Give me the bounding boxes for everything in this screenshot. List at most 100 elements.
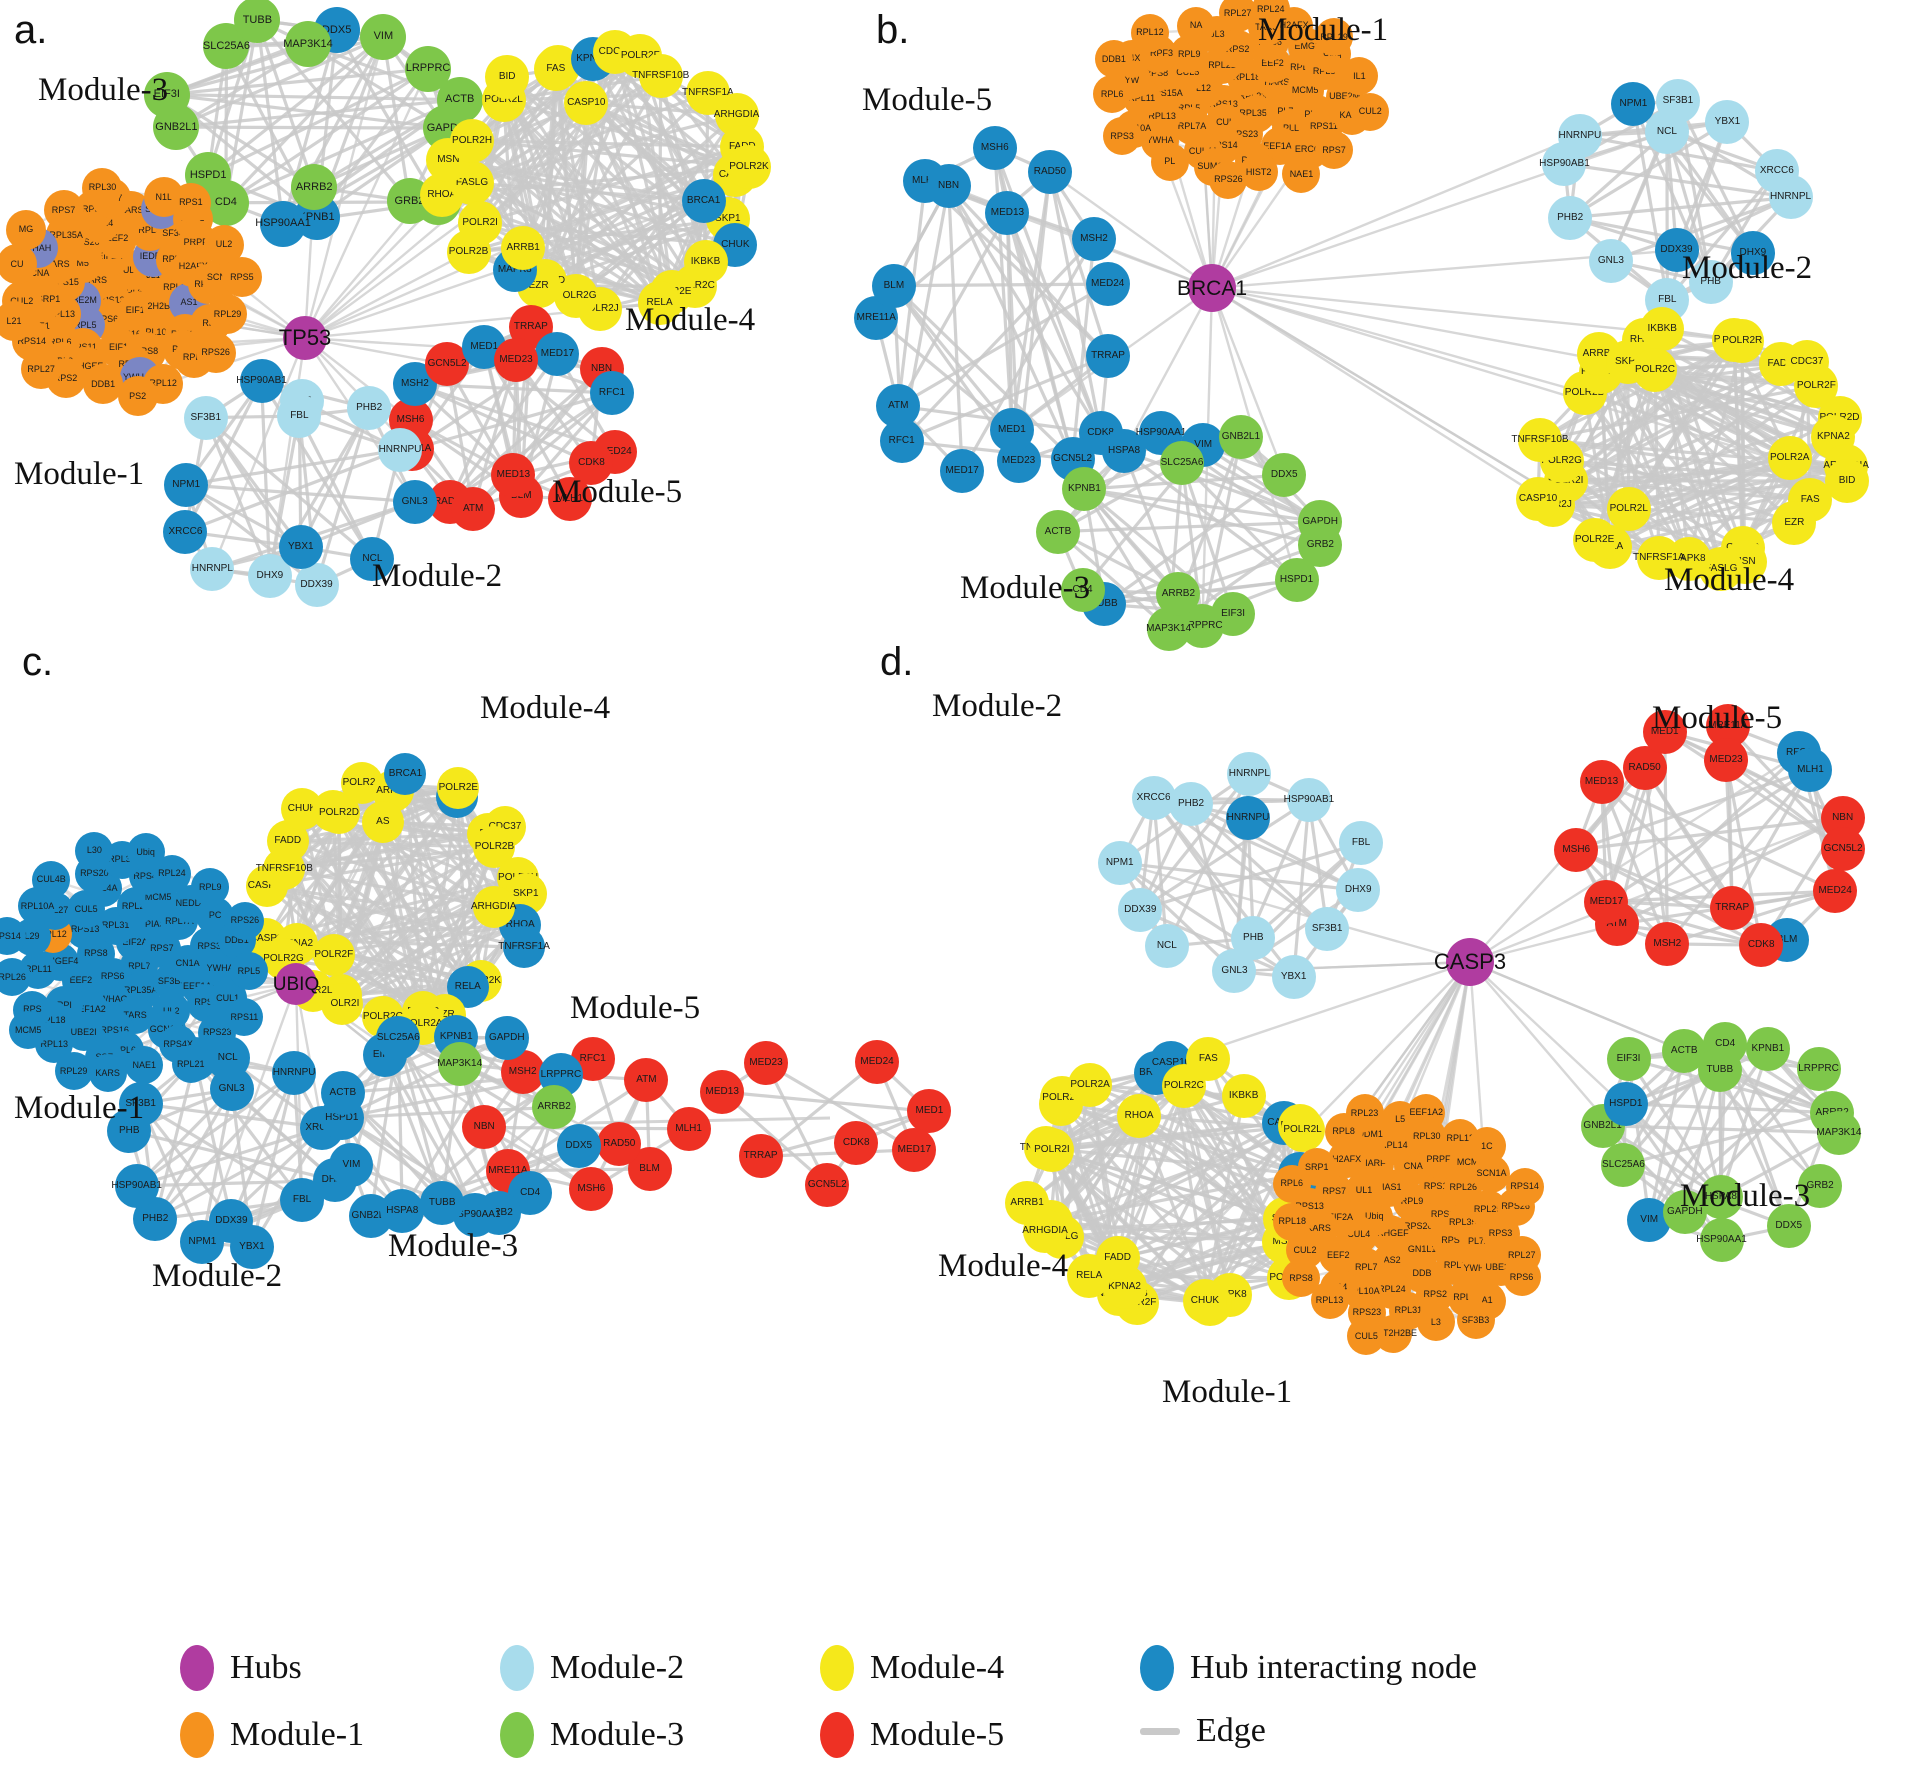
gene-node-cul4b[interactable]: CUL4B [32,860,71,899]
gene-node-l3[interactable]: L3 [1416,1303,1455,1342]
gene-node-rpl12[interactable]: RPL12 [1130,13,1169,52]
gene-node-rps1[interactable]: RPS1 [170,182,211,223]
gene-node-il1[interactable]: IL1 [1340,57,1379,96]
gene-node-gcn5l2[interactable]: GCN5L2 [1821,826,1866,871]
gene-node-hsp90aa1[interactable]: HSP90AA1 [255,200,311,247]
gene-node-fbl[interactable]: FBL [1339,821,1384,866]
gene-node-rps26[interactable]: RPS26 [1209,160,1248,199]
gene-node-hsp90ab1[interactable]: HSP90AB1 [236,359,287,404]
gene-node-map3k14[interactable]: MAP3K14 [437,1041,482,1086]
gene-node-rad50[interactable]: RAD50 [597,1121,642,1166]
gene-node-map3k14[interactable]: MAP3K14 [283,21,333,68]
gene-node-polr2c[interactable]: POLR2C [1632,347,1677,392]
gene-node-map3k14[interactable]: MAP3K14 [1816,1110,1861,1155]
gene-node-cdk8[interactable]: CDK8 [1739,923,1784,968]
gene-node-lrpprc[interactable]: LRPPRC [1796,1047,1841,1092]
gene-node-med17[interactable]: MED17 [535,331,580,376]
gene-node-polr2l[interactable]: POLR2L [1606,486,1651,531]
gene-node-trrap[interactable]: TRRAP [1086,333,1131,378]
gene-node-ybx1[interactable]: YBX1 [1271,955,1316,1000]
gene-node-cul2[interactable]: CUL2 [1351,92,1390,131]
gene-node-gapdh[interactable]: GAPDH [484,1016,529,1061]
gene-node-mg[interactable]: MG [6,209,47,250]
gene-node-gnl3[interactable]: GNL3 [1588,238,1633,283]
gene-node-msh2[interactable]: MSH2 [1645,921,1690,966]
gene-node-nae1[interactable]: NAE1 [1282,155,1321,194]
gene-node-hsp90ab1[interactable]: HSP90AB1 [111,1163,162,1208]
gene-node-fas[interactable]: FAS [1186,1037,1231,1082]
gene-node-hsp90ab1[interactable]: HSP90AB1 [1284,778,1334,823]
gene-node-polr2h[interactable]: POLR2H [450,118,495,163]
gene-node-slc25a6[interactable]: SLC25A6 [376,1015,421,1060]
gene-node-rps8[interactable]: RPS8 [1282,1259,1320,1298]
gene-node-ddx39[interactable]: DDX39 [209,1198,254,1243]
gene-node-tnfrsf10b[interactable]: TNFRSF10B [1511,417,1569,462]
gene-node-ddb1[interactable]: DDB1 [1094,40,1133,79]
gene-node-npm1[interactable]: NPM1 [164,462,209,507]
gene-node-rps7[interactable]: RPS7 [43,190,84,231]
gene-node-gnl3[interactable]: GNL3 [209,1067,254,1112]
gene-node-fbl[interactable]: FBL [280,1178,325,1223]
gene-node-ncl[interactable]: NCL [1644,109,1689,154]
gene-node-med24[interactable]: MED24 [1085,262,1130,307]
gene-node-kpnb1[interactable]: KPNB1 [1062,467,1107,512]
gene-node-med23[interactable]: MED23 [1704,737,1749,782]
gene-node-dhx9[interactable]: DHX9 [1730,231,1775,276]
gene-node-eef1a2[interactable]: EEF1A2 [1407,1093,1446,1132]
gene-node-hnrnpu[interactable]: HNRNPU [1557,113,1602,158]
gene-node-phb2[interactable]: PHB2 [347,386,392,431]
gene-node-msh6[interactable]: MSH6 [972,125,1017,170]
gene-node-vim[interactable]: VIM [360,13,407,60]
gene-node-trrap[interactable]: TRRAP [1710,885,1755,930]
gene-node-rfc1[interactable]: RFC1 [589,371,634,416]
gene-node-hnrnpu[interactable]: HNRNPU [1225,795,1270,840]
gene-node-mcm5[interactable]: MCM5 [9,1011,48,1049]
gene-node-bid[interactable]: BID [1825,458,1870,503]
gene-node-na[interactable]: NA [1177,6,1216,45]
gene-node-polr2a[interactable]: POLR2A [1767,435,1812,480]
gene-node-slc25a6[interactable]: SLC25A6 [1160,440,1204,485]
gene-node-ddx39[interactable]: DDX39 [294,562,339,607]
gene-node-msh6[interactable]: MSH6 [1554,827,1599,872]
gene-node-mlh1[interactable]: MLH1 [666,1106,711,1151]
gene-node-mlh1[interactable]: MLH1 [547,476,592,521]
gene-node-fbl[interactable]: FBL [277,394,322,439]
gene-node-actb[interactable]: ACTB [1036,509,1080,554]
hub-node-ubiq[interactable]: UBIQ [273,963,319,1005]
gene-node-med1[interactable]: MED1 [989,408,1034,453]
gene-node-chuk[interactable]: CHUK [1182,1278,1227,1323]
gene-node-tnfrsf1a[interactable]: TNFRSF1A [498,926,550,969]
gene-node-rpl5[interactable]: RPL5 [229,952,268,991]
gene-node-hnrnpl[interactable]: HNRNPL [190,547,235,592]
gene-node-atm[interactable]: ATM [451,487,496,532]
gene-node-cul5[interactable]: CUL5 [1347,1317,1386,1356]
gene-node-msh2[interactable]: MSH2 [1071,217,1116,262]
gene-node-tnfrsf10b[interactable]: TNFRSF10B [632,54,689,99]
gene-node-rpl23[interactable]: RPL23 [1345,1094,1384,1133]
gene-node-slc25a6[interactable]: SLC25A6 [1601,1142,1646,1187]
gene-node-rpl29[interactable]: RPL29 [54,1052,93,1091]
gene-node-rpl6[interactable]: RPL6 [1272,1164,1311,1203]
gene-node-rpl26[interactable]: RPL26 [0,958,32,997]
gene-node-pl[interactable]: PL [1150,142,1189,181]
gene-node-l30[interactable]: L30 [75,831,114,870]
gene-node-ncl[interactable]: NCL [1144,924,1189,969]
gene-node-sf3b1[interactable]: SF3B1 [183,395,228,440]
gene-node-rps6[interactable]: RPS6 [1502,1258,1541,1297]
gene-node-vim[interactable]: VIM [329,1142,374,1187]
gene-node-polr2e[interactable]: POLR2E [1572,517,1617,562]
gene-node-hnrnpl[interactable]: HNRNPL [1768,175,1813,220]
gene-node-atm[interactable]: ATM [624,1057,669,1102]
gene-node-polr2l[interactable]: POLR2L [1280,1107,1325,1152]
gene-node-arrb1[interactable]: ARRB1 [501,225,546,270]
gene-node-ps2[interactable]: PS2 [117,376,158,417]
gene-node-fadd[interactable]: FADD [1095,1235,1140,1280]
gene-node-med17[interactable]: MED17 [1584,879,1629,924]
gene-node-msh6[interactable]: MSH6 [569,1167,614,1212]
gene-node-rhoa[interactable]: RHOA [1117,1093,1162,1138]
gene-node-med17[interactable]: MED17 [940,449,985,494]
gene-node-tubb[interactable]: TUBB [234,0,281,44]
gene-node-casp10[interactable]: CASP10 [564,81,609,126]
gene-node-polr2i[interactable]: POLR2I [1029,1128,1074,1173]
gene-node-eif3i[interactable]: EIF3I [1606,1036,1651,1081]
